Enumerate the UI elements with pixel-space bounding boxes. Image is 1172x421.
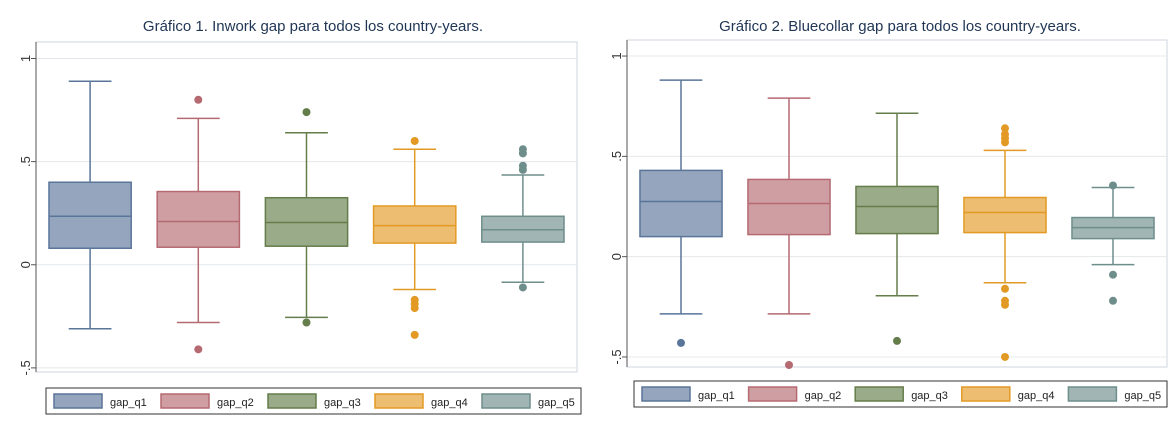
legend-label-gap_q4: gap_q4	[431, 397, 468, 409]
legend-swatch-gap_q5	[1067, 386, 1118, 402]
y-tick-label: -.5	[609, 349, 624, 364]
box-iqr	[372, 205, 457, 244]
outlier-point	[410, 137, 419, 145]
outlier-point	[677, 338, 685, 347]
legend-swatch-gap_q2	[160, 393, 210, 409]
outlier-point	[1001, 124, 1009, 133]
box-gap_q3	[264, 108, 349, 327]
legend-swatch-gap_q1	[641, 386, 691, 402]
legend-swatch-gap_q3	[854, 386, 904, 402]
chart-panel-1: Gráfico 1. Inwork gap para todos los cou…	[0, 0, 582, 416]
legend-swatch-gap_q2	[747, 386, 798, 402]
outlier-point	[1001, 130, 1009, 139]
outlier-point	[1001, 284, 1009, 293]
outlier-point	[893, 336, 901, 345]
chart-title: Gráfico 2. Bluecollar gap para todos los…	[719, 18, 1081, 35]
legend-swatch-gap_q5	[481, 393, 531, 409]
outlier-point	[518, 283, 527, 292]
outlier-point	[1109, 296, 1117, 305]
outlier-point	[518, 145, 527, 154]
box-iqr	[963, 196, 1047, 234]
legend-label-gap_q5: gap_q5	[1124, 390, 1161, 402]
legend-label-gap_q3: gap_q3	[324, 397, 361, 409]
box-gap_q1	[639, 79, 723, 347]
outlier-point	[302, 318, 311, 327]
outlier-point	[785, 360, 793, 369]
outlier-point	[1109, 270, 1117, 279]
legend-swatch-gap_q3	[267, 393, 317, 409]
legend-label-gap_q4: gap_q4	[1018, 390, 1055, 402]
box-iqr	[747, 178, 831, 236]
outlier-point	[410, 304, 419, 313]
y-tick-label: 1	[18, 55, 33, 62]
y-tick-label: 0	[609, 253, 624, 260]
legend-label-gap_q3: gap_q3	[911, 390, 948, 402]
y-tick-label: .5	[18, 156, 33, 167]
legend-label-gap_q1: gap_q1	[698, 390, 735, 402]
box-gap_q3	[855, 112, 939, 345]
legend-swatch-gap_q1	[53, 393, 103, 409]
y-tick-label: -.5	[18, 360, 33, 375]
box-gap_q2	[747, 97, 831, 369]
outlier-point	[518, 161, 527, 170]
box-gap_q5	[1071, 181, 1155, 305]
legend: gap_q1 gap_q2 gap_q3 gap_q4 gap_q5	[633, 380, 1168, 408]
legend-label-gap_q2: gap_q2	[217, 397, 254, 409]
box-gap_q1	[48, 80, 132, 330]
box-iqr	[156, 190, 241, 248]
outlier-point	[1001, 352, 1009, 361]
outlier-point	[1001, 300, 1009, 309]
box-gap_q4	[963, 124, 1047, 361]
chart-panel-2: Gráfico 2. Bluecollar gap para todos los…	[590, 0, 1172, 416]
legend: gap_q1 gap_q2 gap_q3 gap_q4 gap_q5	[45, 387, 582, 415]
chart-title: Gráfico 1. Inwork gap para todos los cou…	[143, 18, 483, 35]
outlier-point	[1109, 181, 1117, 190]
outlier-point	[302, 108, 311, 117]
outlier-point	[194, 345, 203, 354]
box-gap_q5	[481, 145, 565, 292]
legend-label-gap_q5: gap_q5	[538, 397, 575, 409]
y-tick-label: .5	[609, 151, 624, 162]
y-tick-label: 0	[18, 261, 33, 268]
y-tick-label: 1	[609, 52, 624, 59]
box-gap_q4	[372, 137, 457, 339]
legend-label-gap_q1: gap_q1	[110, 397, 147, 409]
box-gap_q2	[156, 95, 241, 354]
box-iqr	[48, 181, 132, 249]
legend-swatch-gap_q4	[961, 386, 1011, 402]
legend-swatch-gap_q4	[374, 393, 424, 409]
outlier-point	[194, 95, 203, 104]
legend-label-gap_q2: gap_q2	[805, 390, 842, 402]
box-iqr	[855, 185, 939, 235]
box-iqr	[639, 169, 723, 238]
outlier-point	[410, 330, 419, 339]
